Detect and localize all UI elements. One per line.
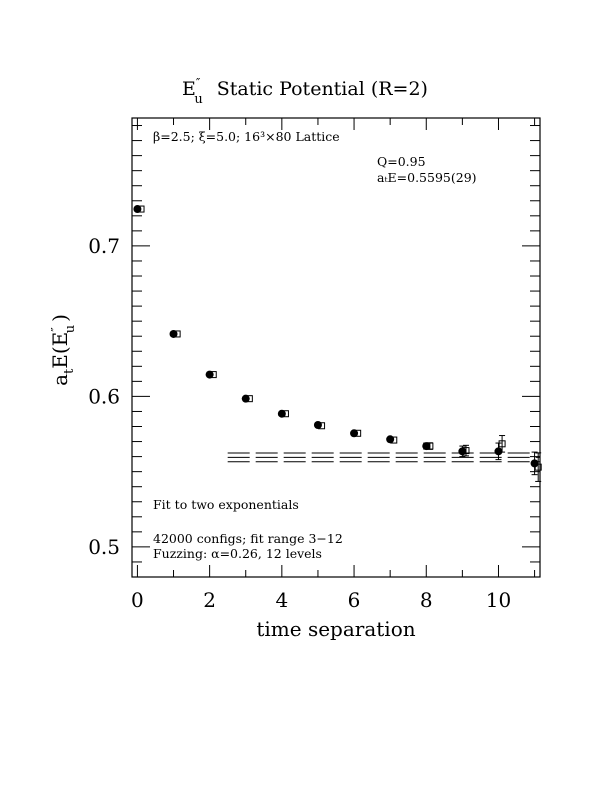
energy-note: aₜE=0.5595(29) xyxy=(377,170,477,185)
x-tick-label: 0 xyxy=(131,588,144,612)
point-square xyxy=(390,436,398,444)
point-circle xyxy=(494,447,503,456)
x-tick-label: 4 xyxy=(275,588,288,612)
point-circle xyxy=(205,370,214,379)
point-square xyxy=(281,410,289,418)
point-circle xyxy=(386,435,395,444)
x-tick-label: 8 xyxy=(420,588,433,612)
point-circle xyxy=(277,409,286,418)
y-tick-label: 0.7 xyxy=(88,234,120,258)
configs-note: 42000 configs; fit range 3−12 xyxy=(153,531,343,546)
tick-marks xyxy=(132,118,540,577)
point-square xyxy=(245,395,253,403)
x-axis-label: time separation xyxy=(256,617,415,641)
point-square xyxy=(318,422,326,430)
point-circle xyxy=(530,459,539,468)
x-tick-label: 6 xyxy=(348,588,361,612)
title-subscript: u xyxy=(194,92,202,107)
fit-band xyxy=(227,452,540,463)
x-tick-label: 10 xyxy=(486,588,511,612)
q-value-note: Q=0.95 xyxy=(377,154,426,169)
y-axis-label: atE(E″u) xyxy=(48,314,78,386)
title-superscript: ″ xyxy=(196,76,201,90)
fit-note: Fit to two exponentials xyxy=(153,497,299,512)
title-symbol: E xyxy=(182,78,196,100)
point-square xyxy=(534,463,542,471)
data-points xyxy=(133,205,542,482)
point-circle xyxy=(133,205,142,214)
title-text: Static Potential (R=2) xyxy=(217,78,428,100)
point-square xyxy=(426,442,434,450)
point-square xyxy=(498,440,506,448)
y-tick-labels: 0.5 0.6 0.7 xyxy=(88,234,120,559)
point-square xyxy=(462,447,470,455)
point-square xyxy=(173,330,181,338)
point-square xyxy=(354,429,362,437)
x-tick-label: 2 xyxy=(203,588,216,612)
point-square xyxy=(137,205,145,213)
point-circle xyxy=(169,329,178,338)
lattice-note: β=2.5; ξ=5.0; 16³×80 Lattice xyxy=(153,129,340,144)
y-tick-label: 0.6 xyxy=(88,384,120,408)
chart-title: E″ u Static Potential (R=2) xyxy=(182,76,428,107)
y-tick-label: 0.5 xyxy=(88,535,120,559)
point-square xyxy=(209,371,217,379)
point-circle xyxy=(313,421,322,430)
point-circle xyxy=(458,447,467,456)
point-circle xyxy=(350,429,359,438)
x-tick-labels: 0 2 4 6 8 10 xyxy=(131,588,511,612)
point-circle xyxy=(241,394,250,403)
fuzzing-note: Fuzzing: α=0.26, 12 levels xyxy=(153,546,322,561)
plot-frame xyxy=(131,117,541,578)
point-circle xyxy=(422,442,431,451)
